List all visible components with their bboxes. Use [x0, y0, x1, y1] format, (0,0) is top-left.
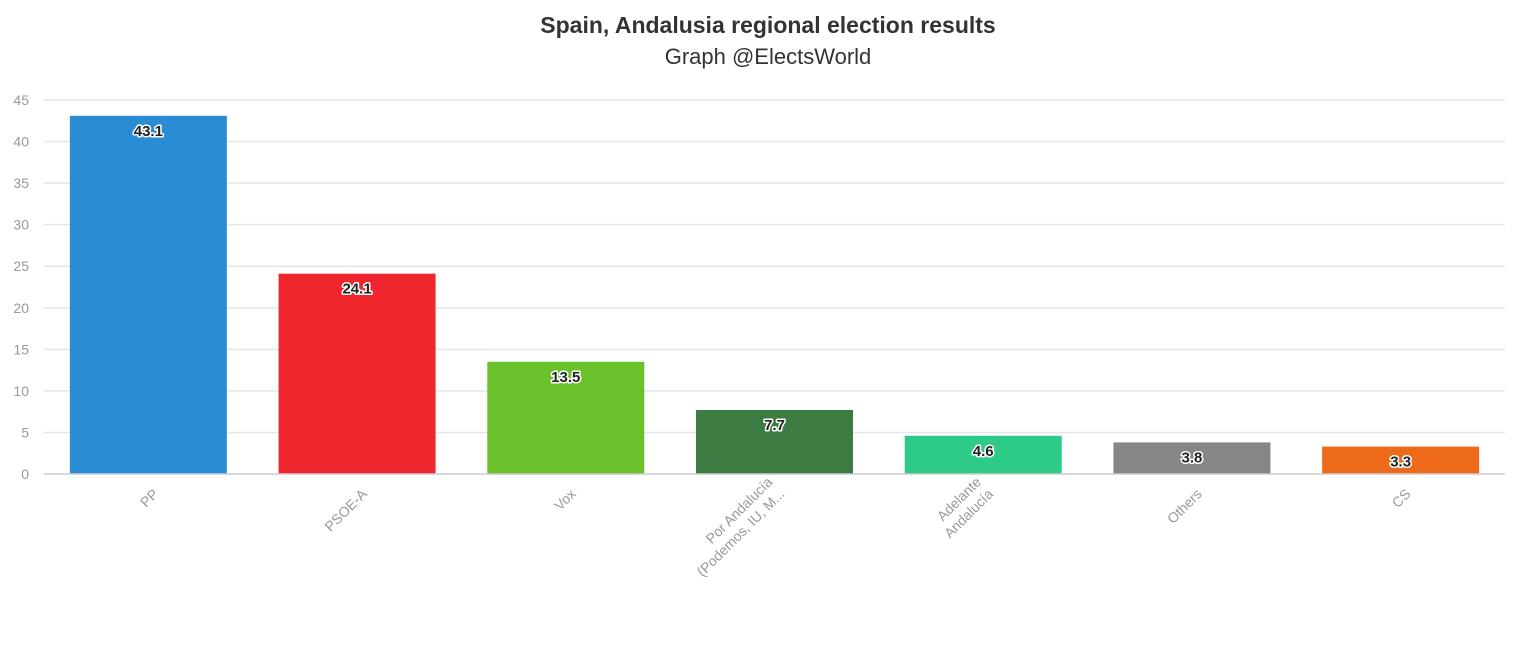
chart-title: Spain, Andalusia regional election resul…: [540, 12, 996, 38]
y-tick-label: 25: [13, 258, 29, 274]
y-tick-label: 35: [13, 175, 29, 191]
x-tick-label: Others: [1164, 486, 1205, 527]
data-label: 4.6: [973, 443, 994, 460]
data-label: 3.8: [1181, 449, 1202, 466]
y-tick-label: 40: [13, 134, 29, 150]
bar[interactable]: [487, 361, 645, 474]
bar[interactable]: [69, 115, 227, 475]
x-tick-label-line: Others: [1164, 486, 1205, 527]
x-tick-label-line: Vox: [551, 486, 579, 514]
data-label: 7.7: [764, 417, 785, 434]
data-label: 13.5: [551, 369, 580, 386]
y-tick-label: 20: [13, 300, 29, 316]
x-tick-label: PSOE-A: [321, 485, 370, 534]
y-tick-label: 0: [21, 466, 29, 482]
y-tick-label: 5: [21, 424, 29, 440]
y-tick-label: 10: [13, 383, 29, 399]
y-tick-label: 30: [13, 217, 29, 233]
x-tick-label-line: PP: [137, 486, 162, 511]
bar[interactable]: [278, 273, 436, 474]
x-tick-label: Por Andalucía(Podemos, IU, M...: [694, 473, 788, 579]
bar[interactable]: [1113, 442, 1271, 474]
bar[interactable]: [904, 435, 1062, 474]
chart-subtitle: Graph @ElectsWorld: [664, 44, 872, 69]
bar[interactable]: [1322, 446, 1480, 474]
x-tick-label: Vox: [551, 486, 579, 514]
bar[interactable]: [696, 410, 853, 474]
data-label: 43.1: [134, 123, 163, 140]
y-tick-label: 45: [13, 92, 29, 108]
x-tick-label-line: CS: [1389, 486, 1414, 511]
x-tick-label: PP: [137, 486, 162, 511]
x-tick-label: CS: [1389, 486, 1414, 511]
x-tick-label-line: PSOE-A: [321, 485, 370, 534]
y-tick-label: 15: [13, 341, 29, 357]
data-label: 3.3: [1390, 454, 1411, 471]
data-label: 24.1: [342, 281, 371, 298]
